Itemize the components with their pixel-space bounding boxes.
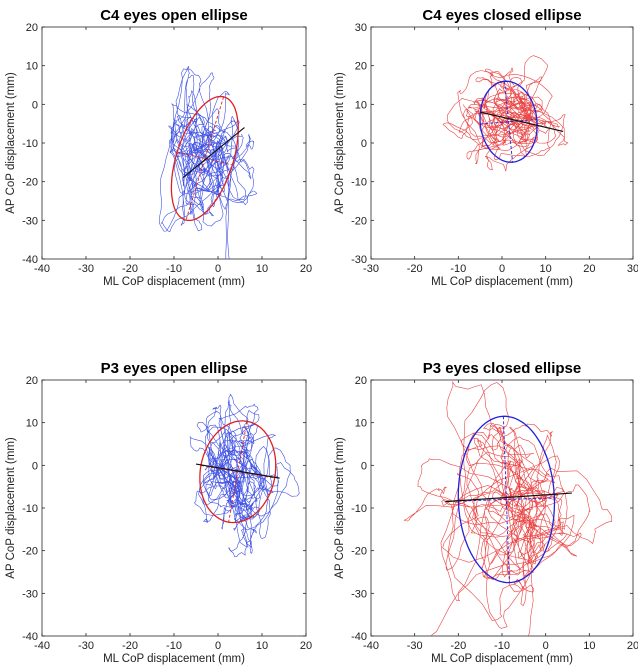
y-tick-label: -10 [351, 503, 367, 515]
plot-area [442, 55, 569, 172]
y-tick-label: 0 [32, 460, 38, 472]
x-tick-label: 10 [256, 640, 268, 652]
y-tick-label: 20 [355, 61, 367, 73]
x-tick-label: -20 [122, 640, 138, 652]
x-tick-label: -30 [407, 640, 423, 652]
y-tick-label: -40 [22, 631, 38, 643]
chart-title: P3 eyes open ellipse [101, 360, 248, 377]
x-tick-label: -10 [450, 263, 466, 275]
x-tick-label: -20 [407, 263, 423, 275]
x-tick-label: 30 [627, 263, 638, 275]
axes-box [41, 26, 307, 260]
ellipse-major-axis [185, 96, 225, 221]
x-tick-label: -30 [363, 263, 379, 275]
x-tick-label: 10 [256, 263, 268, 275]
y-tick-label: -20 [22, 546, 38, 558]
y-axis-label: AP CoP displacement (mm) [5, 72, 17, 214]
y-tick-label: 30 [355, 22, 367, 34]
axes-box [370, 26, 634, 260]
chart-title: C4 eyes open ellipse [100, 7, 248, 24]
x-tick-label: 0 [499, 263, 505, 275]
confidence-ellipse [199, 420, 277, 524]
subplot-3: -40 -30 -20 -10 0 10 20 -40 -30 -20 -10 0 10 20 P3 eye… [5, 360, 312, 665]
x-tick-label: 20 [627, 640, 638, 652]
ellipse-minor-axis [480, 119, 537, 125]
x-tick-label: -40 [363, 640, 379, 652]
y-tick-label: -10 [351, 177, 367, 189]
y-tick-label: -10 [22, 138, 38, 150]
x-axis-label: ML CoP displacement (mm) [431, 653, 573, 665]
chart-title: C4 eyes closed ellipse [422, 7, 581, 24]
plot-area [403, 381, 612, 636]
x-tick-label: -20 [122, 263, 138, 275]
y-tick-label: -20 [22, 177, 38, 189]
x-tick-label: 20 [300, 263, 312, 275]
x-tick-label: -40 [34, 640, 50, 652]
x-tick-label: -40 [34, 263, 50, 275]
y-axis-label: AP CoP displacement (mm) [334, 72, 346, 214]
chart-title: P3 eyes closed ellipse [423, 360, 581, 377]
ellipse-major-axis [504, 81, 513, 163]
x-tick-label: 10 [583, 640, 595, 652]
y-tick-label: -30 [22, 588, 38, 600]
plot-area [159, 66, 258, 259]
y-tick-label: 0 [361, 138, 367, 150]
x-tick-label: 20 [583, 263, 595, 275]
x-tick-label: 20 [300, 640, 312, 652]
y-tick-label: 20 [26, 375, 38, 387]
subplot-1: -40 -30 -20 -10 0 10 20 -40 -30 -20 -10 0 10 20 C4 eye… [5, 7, 312, 288]
regression-line [182, 127, 245, 179]
y-tick-label: -30 [22, 215, 38, 227]
regression-line [480, 111, 564, 132]
x-tick-label: -10 [166, 640, 182, 652]
ellipse-major-axis [502, 416, 510, 583]
ellipse-minor-axis [458, 497, 555, 502]
cop-trace [159, 66, 258, 259]
x-tick-label: 0 [215, 640, 221, 652]
y-tick-label: 0 [32, 99, 38, 111]
x-tick-label: 10 [540, 263, 552, 275]
x-axis-label: ML CoP displacement (mm) [431, 276, 573, 288]
y-tick-label: 10 [26, 418, 38, 430]
cop-trace [403, 381, 612, 636]
plot-area [189, 393, 300, 558]
y-axis-label: AP CoP displacement (mm) [5, 437, 17, 579]
x-tick-label: -30 [78, 640, 94, 652]
y-tick-label: -30 [351, 588, 367, 600]
x-tick-label: -20 [450, 640, 466, 652]
y-tick-label: -10 [22, 503, 38, 515]
y-tick-label: -20 [351, 215, 367, 227]
cop-trace [189, 393, 300, 558]
x-tick-label: -30 [78, 263, 94, 275]
y-tick-label: -20 [351, 546, 367, 558]
confidence-ellipse [479, 80, 538, 163]
regression-line [195, 463, 280, 479]
cop-trace [442, 55, 569, 172]
y-axis-label: AP CoP displacement (mm) [334, 437, 346, 579]
x-tick-label: -10 [494, 640, 510, 652]
x-tick-label: 0 [215, 263, 221, 275]
y-tick-label: 10 [26, 61, 38, 73]
x-tick-label: -10 [166, 263, 182, 275]
y-tick-label: -30 [351, 254, 367, 266]
y-tick-label: 20 [355, 375, 367, 387]
ellipse-minor-axis [177, 151, 233, 166]
x-axis-label: ML CoP displacement (mm) [103, 276, 245, 288]
y-tick-label: 10 [355, 99, 367, 111]
regression-line [445, 492, 572, 503]
y-tick-label: -40 [22, 254, 38, 266]
y-tick-label: 0 [361, 460, 367, 472]
subplot-2: -30 -20 -10 0 10 20 30 -30 -20 -10 0 10 20 30 C4 eyes … [334, 7, 638, 288]
x-tick-label: 0 [543, 640, 549, 652]
x-axis-label: ML CoP displacement (mm) [103, 653, 245, 665]
y-tick-label: 10 [355, 418, 367, 430]
subplot-4: -40 -30 -20 -10 0 10 20 -40 -30 -20 -10 0 10 20 P3 eye… [334, 360, 638, 665]
y-tick-label: 20 [26, 22, 38, 34]
y-tick-label: -40 [351, 631, 367, 643]
